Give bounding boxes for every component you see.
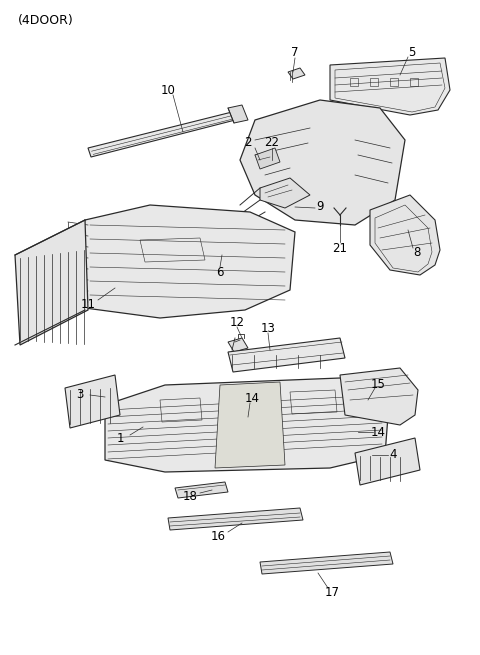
Text: 6: 6: [216, 265, 224, 278]
Text: 21: 21: [333, 242, 348, 255]
Text: 14: 14: [244, 392, 260, 405]
Text: 18: 18: [182, 489, 197, 502]
Text: (4DOOR): (4DOOR): [18, 14, 74, 27]
Polygon shape: [68, 205, 295, 318]
Circle shape: [340, 424, 356, 440]
Circle shape: [153, 272, 157, 278]
Circle shape: [128, 267, 132, 272]
Text: 2: 2: [244, 136, 252, 149]
Text: 8: 8: [413, 246, 420, 259]
Ellipse shape: [290, 130, 350, 200]
Polygon shape: [330, 58, 450, 115]
Polygon shape: [240, 100, 405, 225]
Circle shape: [108, 263, 112, 267]
Text: 5: 5: [408, 47, 416, 60]
Circle shape: [252, 252, 257, 257]
Ellipse shape: [300, 141, 340, 189]
Text: 10: 10: [161, 83, 175, 96]
Circle shape: [344, 428, 352, 436]
Text: 3: 3: [76, 388, 84, 400]
Polygon shape: [370, 195, 440, 275]
Polygon shape: [228, 338, 248, 352]
Polygon shape: [105, 378, 390, 472]
Text: 16: 16: [211, 529, 226, 542]
Polygon shape: [228, 105, 248, 123]
Polygon shape: [228, 338, 345, 372]
Polygon shape: [168, 508, 303, 530]
Polygon shape: [65, 375, 120, 428]
Polygon shape: [255, 148, 280, 169]
Polygon shape: [355, 438, 420, 485]
Circle shape: [217, 265, 223, 271]
Text: 7: 7: [291, 47, 299, 60]
Polygon shape: [88, 110, 243, 157]
Polygon shape: [288, 68, 305, 79]
Circle shape: [267, 238, 273, 242]
Polygon shape: [15, 220, 88, 345]
Polygon shape: [260, 178, 310, 208]
Polygon shape: [175, 482, 228, 498]
Text: 12: 12: [229, 316, 244, 329]
Text: 1: 1: [116, 432, 124, 445]
Polygon shape: [215, 382, 285, 468]
Text: 11: 11: [81, 297, 96, 310]
Polygon shape: [260, 552, 393, 574]
Text: 17: 17: [324, 586, 339, 599]
Text: 4: 4: [389, 449, 397, 462]
Circle shape: [244, 414, 252, 422]
Text: 14: 14: [371, 426, 385, 438]
Circle shape: [240, 410, 256, 426]
Text: 22: 22: [264, 136, 279, 149]
Text: 9: 9: [316, 200, 324, 214]
Text: 13: 13: [261, 322, 276, 335]
Polygon shape: [340, 368, 418, 425]
Text: 15: 15: [371, 377, 385, 390]
